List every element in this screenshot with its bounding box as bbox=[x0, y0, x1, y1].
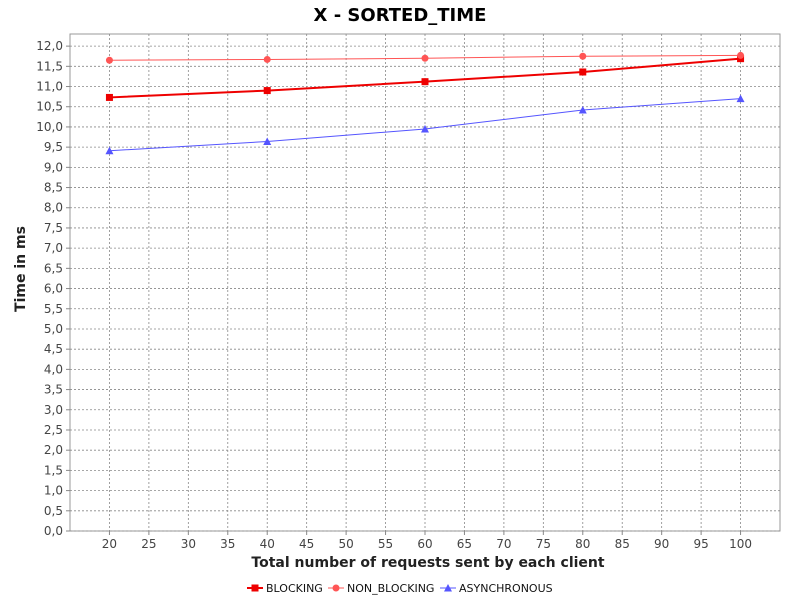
y-tick-label: 1,0 bbox=[44, 484, 63, 498]
legend-marker bbox=[332, 584, 340, 592]
axes: 20 25 30 35 40 45 50 55 60 65 70 75 80 85 90 95 100 0,0 0,… bbox=[36, 39, 752, 551]
data-point bbox=[263, 55, 271, 63]
chart-title: X - SORTED_TIME bbox=[314, 5, 487, 26]
legend-label: ASYNCHRONOUS bbox=[459, 582, 553, 595]
x-tick-label: 75 bbox=[536, 537, 551, 551]
series-asynchronous bbox=[105, 94, 745, 155]
legend-item: NON_BLOCKING bbox=[328, 582, 434, 595]
x-tick-label: 35 bbox=[220, 537, 235, 551]
legend-marker bbox=[251, 584, 259, 592]
data-point bbox=[421, 54, 429, 62]
series-non-blocking bbox=[105, 51, 745, 64]
data-point bbox=[737, 51, 745, 59]
series bbox=[105, 51, 745, 155]
y-tick-label: 0,5 bbox=[44, 504, 63, 518]
data-point bbox=[578, 105, 587, 114]
y-tick-label: 10,0 bbox=[36, 120, 63, 134]
x-tick-label: 60 bbox=[417, 537, 432, 551]
x-axis-label: Total number of requests sent by each cl… bbox=[251, 555, 604, 571]
y-tick-label: 3,0 bbox=[44, 403, 63, 417]
data-point bbox=[579, 52, 587, 60]
grid bbox=[70, 34, 780, 532]
y-tick-label: 8,5 bbox=[44, 181, 63, 195]
data-point bbox=[105, 93, 113, 101]
data-point bbox=[736, 94, 745, 103]
x-tick-label: 30 bbox=[181, 537, 196, 551]
legend: BLOCKING NON_BLOCKING ASYNCHRONOUS bbox=[247, 582, 553, 595]
y-tick-label: 3,5 bbox=[44, 383, 63, 397]
data-point bbox=[421, 124, 429, 133]
y-tick-label: 11,0 bbox=[36, 80, 63, 94]
y-tick-label: 11,5 bbox=[36, 59, 63, 73]
x-tick-label: 95 bbox=[693, 537, 708, 551]
x-tick-label: 85 bbox=[615, 537, 630, 551]
x-tick-label: 90 bbox=[654, 537, 669, 551]
data-point bbox=[579, 68, 587, 76]
y-tick-label: 10,5 bbox=[36, 100, 63, 114]
legend-item: BLOCKING bbox=[247, 582, 323, 595]
data-point bbox=[421, 78, 429, 86]
x-tick-label: 25 bbox=[141, 537, 156, 551]
data-point bbox=[105, 56, 113, 64]
legend-label: BLOCKING bbox=[266, 582, 323, 595]
y-tick-label: 9,0 bbox=[44, 160, 63, 174]
data-point bbox=[105, 146, 114, 155]
x-tick-label: 45 bbox=[299, 537, 314, 551]
y-tick-label: 12,0 bbox=[36, 39, 63, 53]
y-axis-label: Time in ms bbox=[13, 226, 29, 312]
y-tick-label: 4,0 bbox=[44, 362, 63, 376]
x-tick-label: 50 bbox=[338, 537, 353, 551]
y-tick-label: 2,5 bbox=[44, 423, 63, 437]
y-tick-label: 6,5 bbox=[44, 261, 63, 275]
x-tick-label: 100 bbox=[729, 537, 752, 551]
legend-marker bbox=[444, 584, 452, 592]
y-tick-label: 7,0 bbox=[44, 241, 63, 255]
legend-item: ASYNCHRONOUS bbox=[440, 582, 553, 595]
y-tick-label: 9,5 bbox=[44, 140, 63, 154]
x-tick-label: 55 bbox=[378, 537, 393, 551]
y-tick-label: 1,5 bbox=[44, 463, 63, 477]
y-tick-label: 0,0 bbox=[44, 524, 63, 538]
y-tick-label: 2,0 bbox=[44, 443, 63, 457]
x-tick-label: 80 bbox=[575, 537, 590, 551]
x-tick-label: 20 bbox=[102, 537, 117, 551]
y-tick-label: 6,0 bbox=[44, 282, 63, 296]
y-tick-label: 4,5 bbox=[44, 342, 63, 356]
x-tick-label: 70 bbox=[496, 537, 511, 551]
y-tick-label: 5,0 bbox=[44, 322, 63, 336]
legend-label: NON_BLOCKING bbox=[347, 582, 434, 595]
y-tick-label: 5,5 bbox=[44, 302, 63, 316]
x-tick-label: 65 bbox=[457, 537, 472, 551]
data-point bbox=[263, 87, 271, 95]
y-tick-label: 7,5 bbox=[44, 221, 63, 235]
y-tick-label: 8,0 bbox=[44, 201, 63, 215]
data-point bbox=[263, 137, 272, 145]
x-tick-label: 40 bbox=[260, 537, 275, 551]
